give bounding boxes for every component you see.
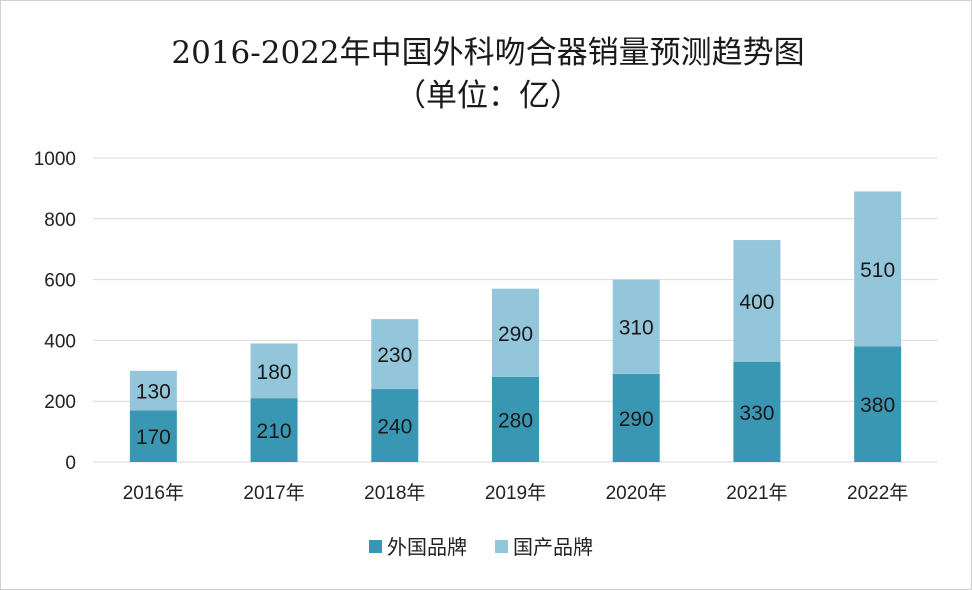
data-label: 280 [498,409,533,432]
bar-segment [854,346,902,462]
legend-swatch [369,540,382,553]
bar-segment [371,389,419,462]
x-tick-label: 2021年 [726,482,787,504]
x-tick-label: 2018年 [364,482,425,504]
data-label: 290 [498,323,533,346]
data-label: 180 [257,361,292,384]
y-tick-label: 800 [44,210,76,231]
bar-segment [612,373,660,462]
bar-segment [733,361,781,462]
bar-segment [854,191,902,347]
data-label: 290 [619,408,654,431]
data-label: 170 [136,426,171,449]
data-label: 130 [136,381,171,404]
bar-segment [733,240,781,362]
x-tick-label: 2022年 [847,482,908,504]
data-label: 330 [739,402,774,425]
data-label: 210 [257,420,292,443]
data-label: 230 [377,344,412,367]
y-tick-label: 400 [44,331,76,352]
x-tick-label: 2016年 [123,482,184,504]
legend-label: 外国品牌 [387,535,467,559]
legend-swatch [495,540,508,553]
bar-segment [129,370,177,411]
bar-segment [250,398,298,462]
x-tick-label: 2020年 [606,482,667,504]
data-label: 400 [739,291,774,314]
y-tick-label: 200 [44,392,76,413]
data-label: 510 [860,259,895,282]
data-label: 380 [860,394,895,417]
y-tick-label: 0 [65,453,76,474]
bar-segment [492,376,539,462]
chart-title: 2016-2022年中国外科吻合器销量预测趋势图 [171,35,804,71]
legend-label: 国产品牌 [513,535,593,559]
data-label: 240 [377,416,412,439]
chart-subtitle: （单位：亿） [395,78,581,114]
bar-segment [129,410,177,462]
data-label: 310 [619,317,654,340]
x-tick-label: 2017年 [243,482,304,504]
y-tick-label: 1000 [34,149,76,170]
bar-segment [612,279,660,374]
x-tick-label: 2019年 [485,482,546,504]
y-tick-label: 600 [44,271,76,292]
bar-segment [371,319,419,390]
bar-segment [250,343,298,399]
bar-segment [492,288,539,377]
